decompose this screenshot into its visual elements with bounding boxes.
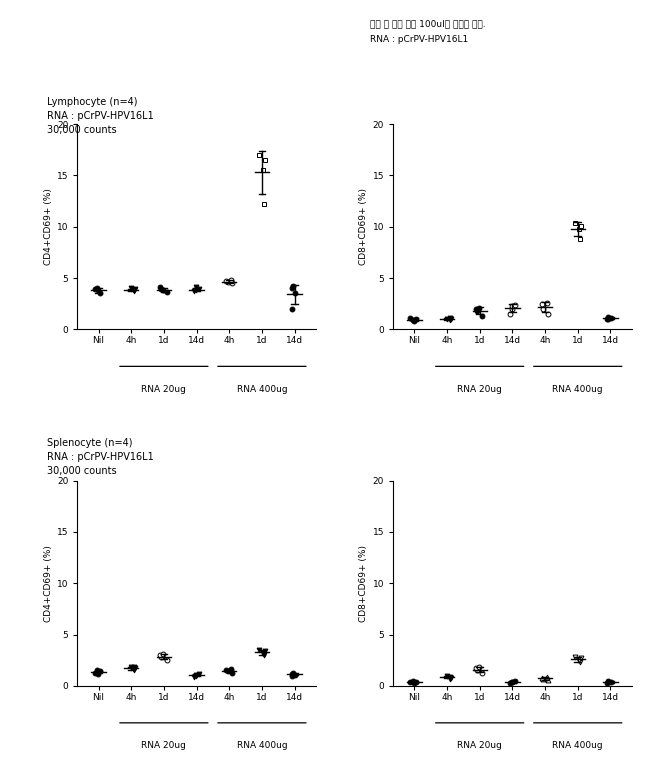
Y-axis label: CD4+CD69+ (%): CD4+CD69+ (%) — [44, 545, 52, 622]
Text: Splenocyte (n=4)
RNA : pCrPV-HPV16L1
30,000 counts: Splenocyte (n=4) RNA : pCrPV-HPV16L1 30,… — [47, 438, 154, 476]
Text: RNA 400ug: RNA 400ug — [237, 385, 287, 394]
Y-axis label: CD8+CD69+ (%): CD8+CD69+ (%) — [360, 188, 368, 265]
Text: RNA 400ug: RNA 400ug — [237, 742, 287, 750]
Text: RNA 400ug: RNA 400ug — [552, 385, 603, 394]
Text: Lymphocyte (n=4)
RNA : pCrPV-HPV16L1
30,000 counts: Lymphocyte (n=4) RNA : pCrPV-HPV16L1 30,… — [47, 97, 154, 135]
Text: RNA 20ug: RNA 20ug — [457, 742, 502, 750]
Y-axis label: CD8+CD69+ (%): CD8+CD69+ (%) — [360, 545, 368, 622]
Text: RNA 20ug: RNA 20ug — [457, 385, 502, 394]
Text: RNA : pCrPV-HPV16L1: RNA : pCrPV-HPV16L1 — [370, 35, 468, 44]
Y-axis label: CD4+CD69+ (%): CD4+CD69+ (%) — [44, 188, 52, 265]
Text: RNA 400ug: RNA 400ug — [552, 742, 603, 750]
Text: 그룹 당 접종 양은 100ul에 맞춰서 진행.: 그룹 당 접종 양은 100ul에 맞춰서 진행. — [370, 19, 485, 29]
Text: RNA 20ug: RNA 20ug — [141, 742, 186, 750]
Text: RNA 20ug: RNA 20ug — [141, 385, 186, 394]
